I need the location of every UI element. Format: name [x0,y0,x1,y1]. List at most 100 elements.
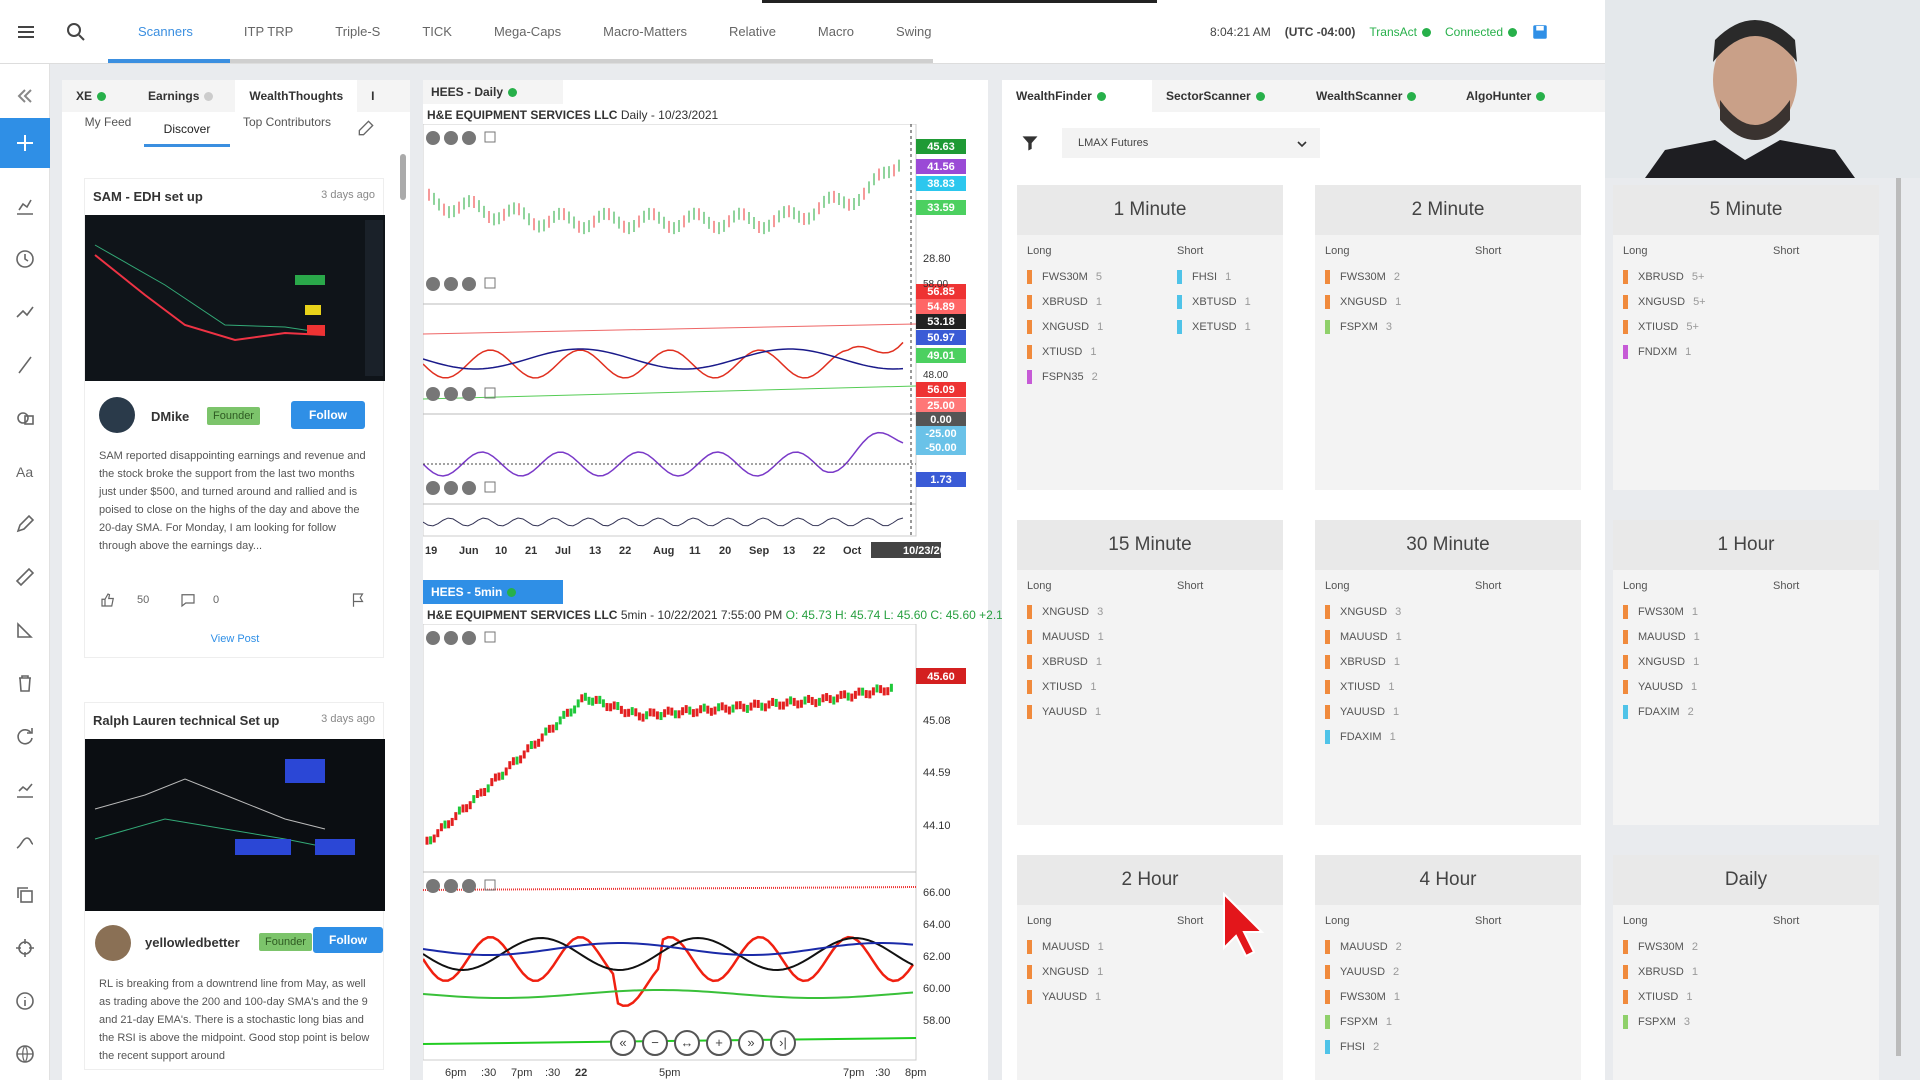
tab-my-feed[interactable]: My Feed [84,115,132,129]
pane-control-icon[interactable] [462,387,476,401]
pane-control-icon[interactable] [444,631,458,645]
scanner-long-row[interactable]: XNGUSD 3 [1027,605,1103,619]
pane-control-icon[interactable] [444,131,458,145]
trash-icon[interactable] [13,671,37,695]
ruler-icon[interactable] [13,565,37,589]
scanner-long-row[interactable]: FSPXM 1 [1325,1015,1392,1029]
tab-discover[interactable]: Discover [163,122,211,136]
scanner-long-row[interactable]: MAUUSD 1 [1623,630,1700,644]
pane-expand-icon[interactable] [484,277,496,289]
tab-macro[interactable]: Macro [817,24,855,39]
pane-control-icon[interactable] [426,481,440,495]
scroll-end-button[interactable]: » [738,1030,764,1056]
scanner-long-row[interactable]: XBRUSD 1 [1027,655,1102,669]
futures-select[interactable]: LMAX Futures [1062,128,1320,158]
post-chart-image[interactable] [85,739,385,911]
pane-expand-icon[interactable] [484,481,496,493]
menu-icon[interactable] [14,20,38,44]
scanner-long-row[interactable]: XNGUSD 1 [1027,965,1103,979]
tab-earnings[interactable]: Earnings [134,80,227,112]
scanner-long-row[interactable]: FNDXM 1 [1623,345,1691,359]
scanner-short-row[interactable]: XBTUSD 1 [1177,295,1251,309]
scanner-short-row[interactable]: XETUSD 1 [1177,320,1251,334]
refresh-icon[interactable] [13,724,37,748]
scanner-scrollbar[interactable] [1896,176,1901,1056]
edit-icon[interactable] [356,118,376,138]
scanner-long-row[interactable]: FWS30M 2 [1623,940,1698,954]
scanner-long-row[interactable]: XNGUSD 3 [1325,605,1401,619]
scanner-long-row[interactable]: MAUUSD 1 [1027,630,1104,644]
filter-icon[interactable] [1020,133,1040,153]
follow-button[interactable]: Follow [313,927,383,953]
pane-control-icon[interactable] [444,277,458,291]
scanner-long-row[interactable]: XBRUSD 1 [1325,655,1400,669]
pane-control-icon[interactable] [462,631,476,645]
scanner-long-row[interactable]: XBRUSD 1 [1027,295,1102,309]
scroll-start-button[interactable]: « [610,1030,636,1056]
scanner-long-row[interactable]: YAUUSD 2 [1325,965,1399,979]
intraday-chart[interactable]: 45.60 45.08 44.59 44.10 66.00 64.00 62.00 60.00… [423,624,988,1080]
info-icon[interactable] [13,989,37,1013]
fit-button[interactable]: ↔ [674,1030,700,1056]
scanner-long-row[interactable]: XNGUSD 1 [1325,295,1401,309]
tab-more[interactable]: I [371,89,375,103]
scanner-long-row[interactable]: FHSI 2 [1325,1040,1379,1054]
tab-wealththoughts[interactable]: WealthThoughts [235,80,358,112]
tab-relative[interactable]: Relative [728,24,776,39]
pane-control-icon[interactable] [426,131,440,145]
pane-control-icon[interactable] [462,481,476,495]
tab-scanners[interactable]: Scanners [138,24,193,39]
scanner-long-row[interactable]: YAUUSD 1 [1027,990,1101,1004]
pane-expand-icon[interactable] [484,387,496,399]
scanner-long-row[interactable]: MAUUSD 2 [1325,940,1402,954]
scanner-long-row[interactable]: XNGUSD 1 [1623,655,1699,669]
scanner-long-row[interactable]: FWS30M 5 [1027,270,1102,284]
shapes-icon[interactable] [13,406,37,430]
scanner-long-row[interactable]: FSPXM 3 [1623,1015,1690,1029]
pane-expand-icon[interactable] [484,879,496,891]
pane-control-icon[interactable] [426,387,440,401]
tab-triple-s[interactable]: Triple-S [335,24,381,39]
pane-expand-icon[interactable] [484,631,496,643]
scanner-long-row[interactable]: YAUUSD 1 [1325,705,1399,719]
go-latest-button[interactable]: ›| [770,1030,796,1056]
pane-control-icon[interactable] [444,387,458,401]
pane-control-icon[interactable] [462,277,476,291]
feed-scrollbar[interactable] [400,154,406,200]
flag-icon[interactable] [349,591,367,609]
follow-button[interactable]: Follow [291,401,365,429]
daily-chart[interactable]: 45.63 41.56 38.83 33.59 56.85 54.89 53.18 50.97… [423,124,988,564]
avatar[interactable] [99,397,135,433]
zoom-in-button[interactable]: + [706,1030,732,1056]
scanner-long-row[interactable]: FSPN35 2 [1027,370,1098,384]
collapse-icon[interactable] [13,84,37,108]
scanner-long-row[interactable]: XTIUSD 1 [1623,990,1692,1004]
scanner-long-row[interactable]: XTIUSD 1 [1325,680,1394,694]
scanner-long-row[interactable]: MAUUSD 1 [1325,630,1402,644]
text-tool-icon[interactable]: Aa [13,459,37,483]
scanner-long-row[interactable]: FDAXIM 1 [1325,730,1396,744]
study-icon[interactable] [13,830,37,854]
scanner-long-row[interactable]: YAUUSD 1 [1027,705,1101,719]
tab-hees-5min[interactable]: HEES - 5min [423,580,563,604]
trend-icon[interactable] [13,300,37,324]
clock-icon[interactable] [13,247,37,271]
post-author[interactable]: DMike [151,409,190,424]
pane-control-icon[interactable] [462,879,476,893]
tab-algohunter[interactable]: AlgoHunter [1452,80,1602,112]
view-post-link[interactable]: View Post [210,633,260,645]
crosshair-icon[interactable] [13,936,37,960]
scanner-long-row[interactable]: XNGUSD 1 [1027,320,1103,334]
add-button[interactable] [0,118,50,168]
tab-itp-trp[interactable]: ITP TRP [243,24,294,39]
tab-sectorscanner[interactable]: SectorScanner [1152,80,1302,112]
line-tool-icon[interactable] [13,353,37,377]
scanner-long-row[interactable]: XBRUSD 1 [1623,965,1698,979]
scanner-long-row[interactable]: XTIUSD 1 [1027,345,1096,359]
scanner-long-row[interactable]: YAUUSD 1 [1623,680,1697,694]
pane-expand-icon[interactable] [484,131,496,143]
scanner-long-row[interactable]: FWS30M 1 [1623,605,1698,619]
comment-icon[interactable] [179,591,197,609]
pane-control-icon[interactable] [444,879,458,893]
scanner-long-row[interactable]: FDAXIM 2 [1623,705,1694,719]
